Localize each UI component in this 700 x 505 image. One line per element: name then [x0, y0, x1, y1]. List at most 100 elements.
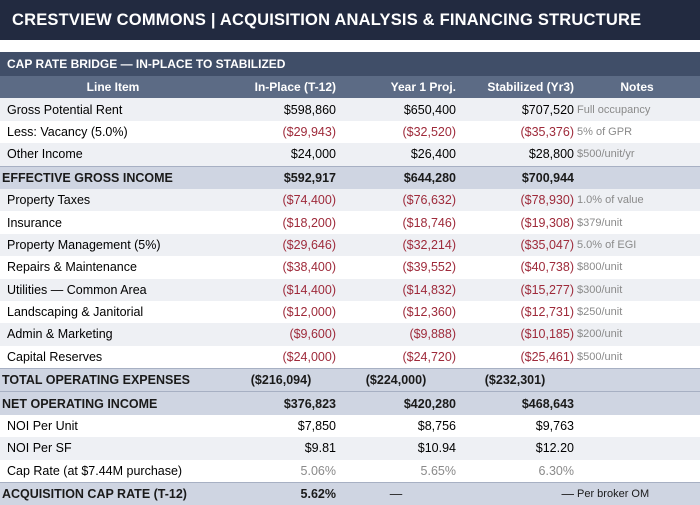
table-row: Admin & Marketing ($9,600) ($9,888) ($10,18…	[0, 323, 700, 346]
row-note: $500/unit	[574, 345, 700, 369]
table-row: Other Income $24,000 $26,400 $28,800 $500/un…	[0, 143, 700, 167]
in-place-value: ($38,400)	[226, 256, 336, 279]
line-item-label: Landscaping & Janitorial	[0, 300, 226, 324]
year1-value: ($39,552)	[336, 256, 456, 279]
line-item-label: NOI Per SF	[0, 437, 226, 460]
stabilized-value: ($35,376)	[456, 120, 574, 144]
in-place-value: ($74,400)	[226, 188, 336, 212]
stabilized-value: $700,944	[456, 165, 574, 189]
stabilized-value: ($78,930)	[456, 188, 574, 212]
line-item-label: Other Income	[0, 143, 226, 167]
table-row: Cap Rate (at $7.44M purchase) 5.06% 5.65% 6…	[0, 459, 700, 483]
table-row: Less: Vacancy (5.0%) ($29,943) ($32,520) ($…	[0, 120, 700, 144]
row-note	[574, 368, 700, 392]
cap-rate-bridge-table: Line Item In-Place (T-12) Year 1 Proj. S…	[0, 76, 700, 505]
row-note: Full occupancy	[574, 98, 700, 121]
row-note	[574, 414, 700, 438]
table-row: ACQUISITION CAP RATE (T-12) 5.62% — — Per br…	[0, 482, 700, 505]
year1-value: ($32,214)	[336, 233, 456, 257]
stabilized-value: ($15,277)	[456, 278, 574, 301]
stabilized-value: $9,763	[456, 414, 574, 438]
column-header-line-item: Line Item	[0, 76, 226, 99]
line-item-label: Gross Potential Rent	[0, 98, 226, 121]
table-row: NET OPERATING INCOME $376,823 $420,280 $468…	[0, 391, 700, 415]
row-note: 5.0% of EGI	[574, 233, 700, 257]
table-header-row: Line Item In-Place (T-12) Year 1 Proj. S…	[0, 76, 700, 99]
column-header-year1: Year 1 Proj.	[336, 76, 456, 99]
line-item-label: Less: Vacancy (5.0%)	[0, 120, 226, 144]
stabilized-value: $28,800	[456, 143, 574, 167]
stabilized-value: ($19,308)	[456, 211, 574, 234]
year1-value: $10.94	[336, 437, 456, 460]
row-note	[574, 459, 700, 483]
year1-value: ($224,000)	[336, 368, 456, 392]
in-place-value: ($216,094)	[226, 368, 336, 392]
year1-value: $420,280	[336, 391, 456, 415]
row-note: $800/unit	[574, 256, 700, 279]
in-place-value: $598,860	[226, 98, 336, 121]
table-row: NOI Per Unit $7,850 $8,756 $9,763	[0, 414, 700, 438]
line-item-label: TOTAL OPERATING EXPENSES	[0, 368, 226, 392]
stabilized-value: $12.20	[456, 437, 574, 460]
stabilized-value: ($12,731)	[456, 300, 574, 324]
section-header: CAP RATE BRIDGE — IN-PLACE TO STABILIZED	[0, 52, 700, 76]
year1-value: ($32,520)	[336, 120, 456, 144]
line-item-label: Cap Rate (at $7.44M purchase)	[0, 459, 226, 483]
year1-value: ($14,832)	[336, 278, 456, 301]
row-note	[574, 165, 700, 189]
in-place-value: ($9,600)	[226, 323, 336, 346]
year1-value: $26,400	[336, 143, 456, 167]
line-item-label: NOI Per Unit	[0, 414, 226, 438]
stabilized-value: $707,520	[456, 98, 574, 121]
line-item-label: NET OPERATING INCOME	[0, 391, 226, 415]
in-place-value: 5.06%	[226, 459, 336, 483]
line-item-label: Admin & Marketing	[0, 323, 226, 346]
in-place-value: ($18,200)	[226, 211, 336, 234]
line-item-label: Property Management (5%)	[0, 233, 226, 257]
table-row: Property Management (5%) ($29,646) ($32,21…	[0, 233, 700, 257]
line-item-label: Utilities — Common Area	[0, 278, 226, 301]
row-note: $379/unit	[574, 211, 700, 234]
stabilized-value: ($232,301)	[456, 368, 574, 392]
row-note: 5% of GPR	[574, 120, 700, 144]
table-row: TOTAL OPERATING EXPENSES ($216,094) ($224,…	[0, 368, 700, 392]
page-title: CRESTVIEW COMMONS | ACQUISITION ANALYSIS…	[0, 0, 700, 40]
line-item-label: Property Taxes	[0, 188, 226, 212]
table-row: Gross Potential Rent $598,860 $650,400 $707…	[0, 98, 700, 121]
table-row: Insurance ($18,200) ($18,746) ($19,308) $379…	[0, 211, 700, 234]
in-place-value: ($24,000)	[226, 345, 336, 369]
line-item-label: ACQUISITION CAP RATE (T-12)	[0, 482, 226, 505]
in-place-value: ($12,000)	[226, 300, 336, 324]
column-header-stabilized: Stabilized (Yr3)	[456, 76, 574, 99]
row-note	[574, 391, 700, 415]
in-place-value: $592,917	[226, 165, 336, 189]
table-row: Repairs & Maintenance ($38,400) ($39,552)(…	[0, 256, 700, 279]
column-header-in-place: In-Place (T-12)	[226, 76, 336, 99]
table-row: Property Taxes ($74,400) ($76,632) ($78,930…	[0, 188, 700, 212]
line-item-label: EFFECTIVE GROSS INCOME	[0, 165, 226, 189]
row-note: Per broker OM	[574, 482, 700, 505]
stabilized-value: ($10,185)	[456, 323, 574, 346]
stabilized-value: ($40,738)	[456, 256, 574, 279]
in-place-value: ($14,400)	[226, 278, 336, 301]
year1-value: —	[336, 482, 456, 505]
in-place-value: 5.62%	[226, 482, 336, 505]
line-item-label: Insurance	[0, 211, 226, 234]
in-place-value: $24,000	[226, 143, 336, 167]
table-row: Landscaping & Janitorial ($12,000) ($12,36…	[0, 300, 700, 324]
in-place-value: ($29,646)	[226, 233, 336, 257]
year1-value: $650,400	[336, 98, 456, 121]
year1-value: ($12,360)	[336, 300, 456, 324]
table-body: Gross Potential Rent $598,860 $650,400 $707…	[0, 98, 700, 505]
spacer	[0, 40, 700, 52]
row-note: $250/unit	[574, 300, 700, 324]
row-note: 1.0% of value	[574, 188, 700, 212]
table-row: EFFECTIVE GROSS INCOME $592,917 $644,280 $7…	[0, 165, 700, 189]
row-note: $300/unit	[574, 278, 700, 301]
line-item-label: Capital Reserves	[0, 345, 226, 369]
year1-value: $8,756	[336, 414, 456, 438]
in-place-value: $9.81	[226, 437, 336, 460]
line-item-label: Repairs & Maintenance	[0, 256, 226, 279]
stabilized-value: $468,643	[456, 391, 574, 415]
stabilized-value: ($35,047)	[456, 233, 574, 257]
